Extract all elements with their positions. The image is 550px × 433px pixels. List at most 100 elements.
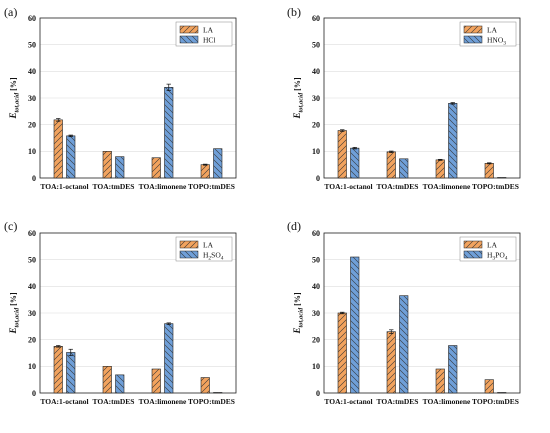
bar-HNO3-TOA:tmDES-hatch — [399, 158, 408, 178]
y-tick-label: 20 — [28, 120, 36, 129]
bar-LA-TOA:limonene-hatch — [436, 369, 445, 393]
chart-panel-2: (b) 0 10 20 30 40 50 60 Etot,acid [%] TOA:1-octan… — [287, 5, 521, 191]
bar-LA-TOA:tmDES-hatch — [387, 331, 396, 393]
y-tick-label: 30 — [312, 309, 320, 318]
legend-swatch-hatch — [464, 36, 482, 43]
y-axis-label: Etot,acid [%] — [8, 77, 21, 119]
plot-frame — [39, 232, 237, 394]
legend-label: HNO3 — [487, 36, 506, 47]
y-axis-label-unit: [%] — [293, 292, 302, 308]
legend-swatch-hatch — [180, 251, 198, 258]
legend-label-tail: PO — [495, 251, 505, 260]
bar-H2SO4-TOA:1-octanol-hatch — [66, 352, 75, 393]
x-category-label: TOA:1-octanol — [40, 182, 88, 191]
bar-HNO3-TOPO:tmDES-hatch — [497, 177, 506, 178]
y-axis-label: Etot,acid [%] — [8, 292, 21, 334]
y-tick-label: 60 — [28, 14, 36, 23]
y-axis-label-main: E — [292, 113, 302, 120]
y-tick-label: 60 — [28, 229, 36, 238]
x-category-label: TOA:limonene — [139, 182, 187, 191]
legend-label-text: LA — [203, 241, 214, 250]
legend-label: H2SO4 — [203, 251, 224, 262]
bar-H3PO4-TOA:1-octanol-hatch — [350, 257, 359, 393]
x-category-label: TOA:1-octanol — [324, 397, 372, 406]
x-category-label: TOA:1-octanol — [40, 397, 88, 406]
bar-LA-TOA:1-octanol-hatch — [338, 313, 347, 393]
bar-H3PO4-TOPO:tmDES-hatch — [497, 392, 506, 393]
bar-LA-TOPO:tmDES-hatch — [485, 163, 494, 178]
x-category-label: TOPO:tmDES — [472, 182, 519, 191]
y-tick-label: 60 — [312, 229, 320, 238]
y-axis-label-sub: tot,acid — [14, 307, 21, 327]
legend-swatch-hatch — [464, 251, 482, 258]
legend-swatch-hatch — [464, 241, 482, 248]
y-tick-label: 0 — [32, 389, 36, 398]
bar-LA-TOA:tmDES-hatch — [387, 151, 396, 178]
legend-label-text: LA — [487, 241, 498, 250]
x-category-label: TOA:1-octanol — [324, 182, 372, 191]
legend-label-text: HCl — [203, 36, 216, 45]
bar-HNO3-TOA:1-octanol-hatch — [350, 148, 359, 178]
y-axis-label-unit: [%] — [9, 292, 18, 308]
x-category-label: TOA:tmDES — [377, 182, 419, 191]
y-axis-label-unit: [%] — [293, 77, 302, 93]
y-tick-label: 60 — [312, 14, 320, 23]
legend-label-text: H — [487, 251, 493, 260]
bar-H2SO4-TOA:limonene-hatch — [164, 323, 173, 393]
bar-HCl-TOA:1-octanol-hatch — [66, 135, 75, 178]
y-axis-label-sub: tot,acid — [14, 92, 21, 112]
legend-label: LA — [487, 241, 498, 250]
bar-H2SO4-TOPO:tmDES-hatch — [213, 392, 222, 393]
y-tick-label: 50 — [28, 255, 36, 264]
bar-HCl-TOPO:tmDES-hatch — [213, 148, 222, 178]
legend-label: HCl — [203, 36, 216, 45]
x-category-label: TOPO:tmDES — [188, 397, 235, 406]
x-category-label: TOA:limonene — [139, 397, 187, 406]
bar-HCl-TOA:limonene-hatch — [164, 87, 173, 178]
y-axis-label-main: E — [292, 328, 302, 335]
plot-frame — [323, 232, 521, 394]
bar-H3PO4-TOA:tmDES-hatch — [399, 295, 408, 393]
legend-label: LA — [203, 241, 214, 250]
y-tick-label: 10 — [28, 147, 36, 156]
x-category-label: TOPO:tmDES — [472, 397, 519, 406]
y-tick-label: 10 — [312, 362, 320, 371]
legend-label-sub2: 4 — [221, 256, 224, 262]
bar-HNO3-TOA:limonene-hatch — [448, 103, 457, 178]
plot-frame — [39, 17, 237, 179]
bar-LA-TOA:limonene-hatch — [436, 159, 445, 178]
panel-label: (c) — [4, 219, 17, 233]
legend-label-tail: SO — [211, 251, 221, 260]
x-category-label: TOPO:tmDES — [188, 182, 235, 191]
chart-panel-1: (a) 0 10 20 30 40 50 60 Etot,acid [%] TOA:1-octan… — [4, 5, 237, 191]
legend-label-sub: 3 — [503, 41, 506, 47]
legend-swatch-hatch — [180, 241, 198, 248]
y-axis-label: Etot,acid [%] — [292, 77, 305, 119]
legend-label: LA — [487, 26, 498, 35]
bar-LA-TOA:tmDES-hatch — [103, 151, 112, 178]
legend-label-text: HNO — [487, 36, 504, 45]
bar-LA-TOA:1-octanol-hatch — [54, 346, 63, 393]
y-axis-label: Etot,acid [%] — [292, 292, 305, 334]
bar-H3PO4-TOA:limonene-hatch — [448, 345, 457, 393]
bar-LA-TOA:1-octanol-hatch — [338, 130, 347, 178]
y-axis-label-main: E — [8, 113, 18, 120]
y-tick-label: 50 — [28, 40, 36, 49]
bar-HCl-TOA:tmDES-hatch — [115, 156, 124, 178]
legend-label-sub2: 4 — [505, 256, 508, 262]
legend-label-text: LA — [203, 26, 214, 35]
chart-panel-3: (c) 0 10 20 30 40 50 60 Etot,acid [%] TOA:1-octan… — [4, 219, 237, 406]
plot-frame — [323, 17, 521, 179]
legend-label-text: H — [203, 251, 209, 260]
y-tick-label: 0 — [316, 174, 320, 183]
y-tick-label: 0 — [316, 389, 320, 398]
x-category-label: TOA:limonene — [423, 397, 471, 406]
bar-LA-TOPO:tmDES-hatch — [201, 377, 210, 393]
legend-label-sub: 2 — [208, 256, 211, 262]
legend-swatch-hatch — [180, 26, 198, 33]
y-tick-label: 40 — [312, 67, 320, 76]
x-category-label: TOA:tmDES — [93, 182, 135, 191]
y-tick-label: 50 — [312, 40, 320, 49]
y-tick-label: 40 — [312, 282, 320, 291]
